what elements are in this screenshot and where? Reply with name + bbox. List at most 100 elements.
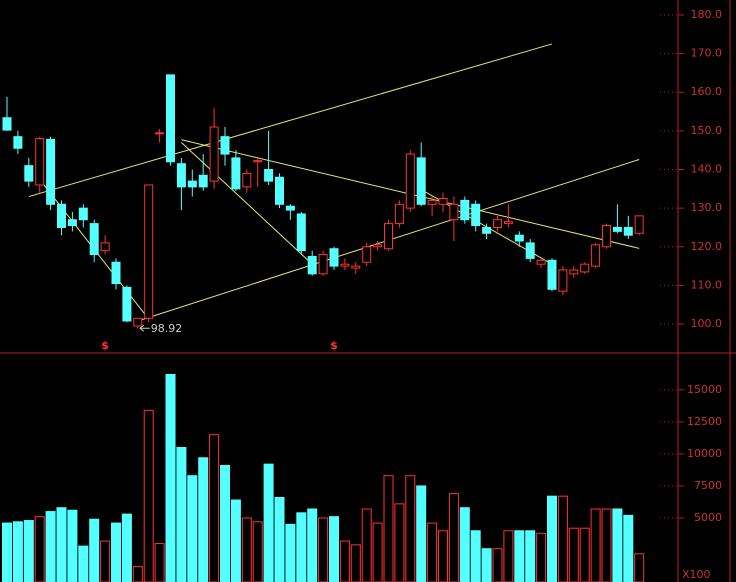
candle-body bbox=[373, 244, 383, 248]
trend-line bbox=[28, 43, 553, 198]
volume-bar bbox=[45, 511, 56, 582]
volume-bar bbox=[154, 543, 165, 582]
candle-body bbox=[2, 117, 12, 131]
y-tick-label: 5000 bbox=[694, 511, 722, 524]
candle-body bbox=[78, 207, 88, 221]
volume-bar bbox=[514, 530, 525, 582]
candle-body bbox=[569, 269, 579, 275]
candle-body bbox=[264, 169, 274, 182]
candle-body bbox=[438, 197, 448, 205]
candle-body bbox=[46, 138, 56, 205]
unit-label: X100 bbox=[682, 568, 711, 581]
candle-body bbox=[253, 160, 263, 163]
volume-bar bbox=[220, 464, 230, 582]
volume-bar bbox=[339, 540, 350, 582]
candle-body bbox=[13, 136, 23, 149]
volume-bar bbox=[252, 521, 263, 582]
volume-bar bbox=[176, 447, 187, 582]
candle-body bbox=[416, 157, 426, 205]
candle-body bbox=[122, 286, 132, 322]
volume-bar bbox=[448, 493, 459, 582]
trend-line bbox=[181, 142, 313, 265]
volume-bar bbox=[329, 516, 339, 582]
candle-body bbox=[198, 174, 208, 188]
candle-body bbox=[111, 261, 121, 284]
low-annotation: 98.92 bbox=[151, 322, 183, 335]
candle-body bbox=[24, 165, 34, 182]
candle-body bbox=[427, 199, 437, 205]
candle-body bbox=[89, 223, 99, 256]
volume-bar bbox=[634, 553, 645, 582]
candle-body bbox=[133, 317, 143, 327]
volume-bar bbox=[525, 530, 536, 582]
volume-bar bbox=[350, 544, 361, 582]
candle-body bbox=[547, 259, 557, 290]
volume-bar bbox=[547, 495, 557, 582]
volume-bar bbox=[405, 475, 416, 582]
y-tick-label: 15000 bbox=[687, 383, 722, 396]
y-tick-label: 150.0 bbox=[691, 124, 723, 137]
volume-bar bbox=[307, 508, 318, 582]
y-tick-label: 12500 bbox=[687, 415, 722, 428]
candle-body bbox=[329, 248, 339, 267]
volume-bar bbox=[470, 530, 481, 582]
volume-bar bbox=[100, 540, 111, 582]
candle-body bbox=[35, 138, 45, 186]
candle-body bbox=[503, 221, 513, 225]
candle-body bbox=[449, 203, 459, 221]
candle-body bbox=[220, 136, 230, 155]
candle-body bbox=[514, 234, 524, 242]
volume-bar bbox=[557, 495, 568, 582]
y-tick-label: 7500 bbox=[694, 479, 722, 492]
candle-body bbox=[166, 74, 175, 163]
volume-bar bbox=[503, 530, 514, 582]
candle-body bbox=[612, 226, 622, 232]
volume-bar bbox=[416, 485, 427, 582]
volume-bar bbox=[427, 522, 438, 582]
candle-body bbox=[602, 225, 611, 248]
volume-bar bbox=[601, 508, 612, 582]
candle-body bbox=[307, 255, 317, 275]
volume-bar bbox=[132, 566, 143, 582]
volume-bar bbox=[568, 527, 579, 582]
candle-body bbox=[209, 126, 219, 182]
volume-bar bbox=[579, 527, 590, 582]
volume-bar bbox=[285, 523, 296, 582]
y-tick-label: 130.0 bbox=[691, 201, 723, 214]
candle-body bbox=[482, 226, 492, 234]
y-tick-label: 110.0 bbox=[691, 278, 723, 291]
volume-bar bbox=[263, 463, 274, 582]
candle-body bbox=[580, 263, 590, 273]
volume-bar bbox=[241, 517, 252, 582]
volume-bar bbox=[12, 521, 23, 582]
candle-body bbox=[536, 259, 546, 265]
candle-body bbox=[176, 163, 186, 188]
y-tick-label: 170.0 bbox=[691, 47, 723, 60]
candle-body bbox=[340, 263, 350, 267]
candle-body bbox=[144, 184, 154, 319]
candle-body bbox=[57, 203, 66, 228]
candle-body bbox=[623, 226, 633, 236]
volume-bar bbox=[318, 517, 329, 582]
annotation-arrow bbox=[139, 324, 150, 332]
candle-body bbox=[362, 246, 372, 263]
volume-bar bbox=[2, 522, 12, 582]
volume-bar bbox=[111, 522, 121, 582]
candle-body bbox=[187, 180, 197, 188]
volume-bar bbox=[612, 508, 623, 582]
candle-body bbox=[155, 132, 165, 135]
candle-body bbox=[351, 265, 361, 269]
candle-body bbox=[231, 157, 241, 190]
candle-body bbox=[296, 213, 306, 252]
volume-bar bbox=[78, 545, 89, 582]
candle-body bbox=[100, 242, 110, 252]
volume-bar bbox=[89, 518, 100, 582]
candle-body bbox=[471, 203, 481, 227]
y-tick-label: 140.0 bbox=[691, 163, 723, 176]
volume-bar bbox=[481, 548, 492, 582]
candle-body bbox=[405, 153, 415, 209]
volume-bar bbox=[165, 373, 176, 582]
volume-bar bbox=[209, 434, 220, 582]
candle-body bbox=[460, 199, 470, 221]
